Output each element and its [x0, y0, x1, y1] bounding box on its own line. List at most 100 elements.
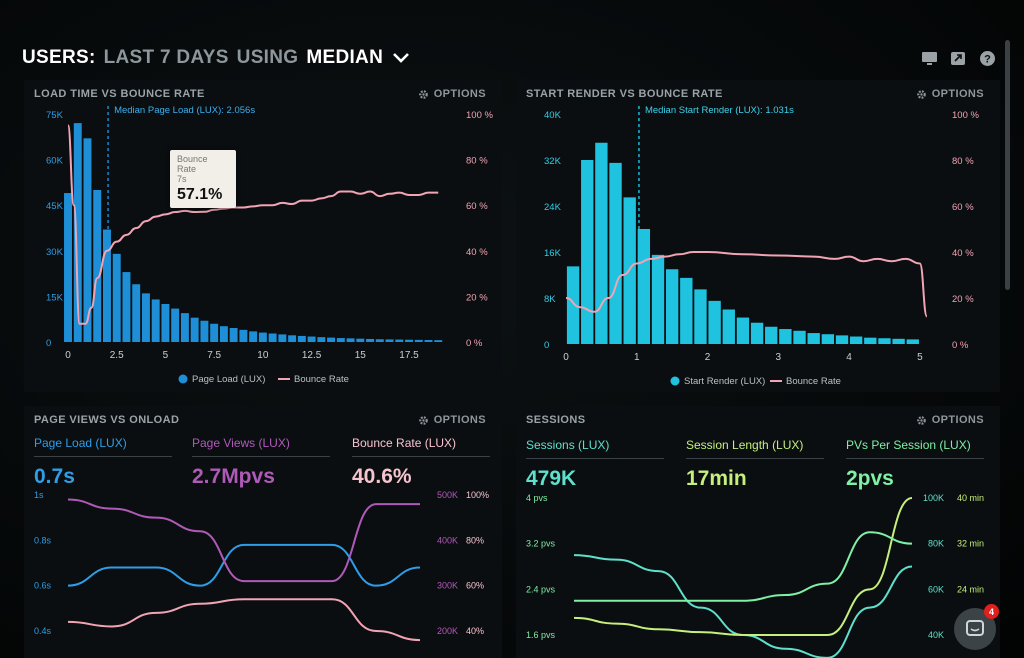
load-time-panel: LOAD TIME VS BOUNCE RATE OPTIONS 0 15K 30K… — [24, 80, 502, 392]
panel-title: LOAD TIME VS BOUNCE RATE — [34, 88, 205, 100]
y-tick-label: 24K — [544, 202, 562, 213]
chart-bar — [434, 340, 443, 342]
series-line — [573, 554, 913, 658]
chart-bar — [835, 335, 849, 344]
y-mid-tick-label: 40K — [928, 630, 944, 640]
chart-bar — [637, 229, 651, 344]
chat-button[interactable]: 4 — [954, 604, 999, 650]
median-label[interactable]: MEDIAN — [306, 47, 384, 68]
x-tick-label: 1 — [634, 352, 640, 363]
pvs-per-session-metric[interactable]: PVs Per Session (LUX) 2pvs — [846, 438, 984, 491]
median-label: Median Start Render (LUX): 1.031s — [645, 105, 794, 116]
options-button[interactable]: OPTIONS — [916, 414, 984, 426]
metric-value: 2.7Mpvs — [192, 465, 275, 488]
monitor-icon[interactable] — [921, 50, 938, 67]
scrollbar[interactable] — [1005, 40, 1010, 290]
y-left-tick-label: 2.4 pvs — [526, 584, 556, 594]
sessions-metric[interactable]: Sessions (LUX) 479K — [526, 438, 664, 491]
range-label[interactable]: LAST 7 DAYS — [103, 47, 229, 68]
bounce-rate-metric[interactable]: Bounce Rate (LUX) 40.6% — [352, 436, 490, 489]
x-tick-label: 2.5 — [110, 350, 124, 361]
chart-bar — [680, 277, 693, 344]
x-tick-label: 2 — [705, 352, 711, 363]
bounce-rate-line — [67, 124, 439, 325]
chart-bar — [736, 317, 750, 344]
metric-label: Session Length (LUX) — [686, 438, 824, 459]
page-header[interactable]: USERS: LAST 7 DAYS USING MEDIAN — [22, 44, 411, 72]
y-right-tick-label: 80% — [466, 535, 484, 545]
load-time-chart: 0 15K 30K 45K 60K 75K 0 % 20 % 40 % 60 % 80 % 100 %… — [46, 105, 493, 385]
legend-swatch — [178, 374, 188, 384]
legend-label: Page Load (LUX) — [192, 374, 265, 385]
chart-bar — [694, 289, 707, 344]
page-load-metric[interactable]: Page Load (LUX) 0.7s — [34, 436, 172, 489]
chat-icon — [966, 620, 984, 636]
y-tick-label: 16K — [544, 248, 562, 259]
metric-value: 17min — [686, 467, 747, 490]
chart-bar — [180, 313, 189, 342]
bounce-rate-line — [565, 251, 928, 318]
bounce-rate-tooltip: Bounce Rate 7s 57.1% — [170, 150, 236, 208]
series-line — [67, 543, 421, 587]
y2-tick-label: 100 % — [952, 110, 979, 121]
chart-bar — [239, 329, 248, 342]
help-icon[interactable]: ? — [979, 50, 996, 67]
metric-value: 2pvs — [846, 467, 894, 490]
x-tick-label: 12.5 — [302, 350, 322, 361]
y-tick-label: 60K — [46, 156, 64, 167]
y2-tick-label: 20 % — [952, 294, 974, 305]
chart-bar — [200, 320, 209, 342]
options-button[interactable]: OPTIONS — [418, 88, 486, 100]
legend-label: Bounce Rate — [294, 374, 349, 385]
x-tick-label: 10 — [257, 350, 269, 361]
chart-bar — [122, 272, 131, 342]
x-tick-label: 7.5 — [207, 350, 221, 361]
y2-tick-label: 60 % — [952, 202, 974, 213]
series-line — [67, 598, 421, 642]
svg-text:?: ? — [984, 54, 991, 66]
sessions-chart: 4 pvs 3.2 pvs 2.4 pvs 1.6 pvs 100K 80K 60K 40K 4… — [526, 493, 984, 658]
chart-bar — [892, 338, 905, 344]
chevron-down-icon[interactable] — [391, 48, 411, 68]
chart-bar — [385, 339, 394, 342]
y-tick-label: 0 — [46, 338, 51, 349]
tooltip-sub: 7s — [177, 174, 187, 184]
y2-tick-label: 60 % — [466, 201, 488, 212]
y-tick-label: 40K — [544, 110, 562, 121]
legend-label: Bounce Rate — [786, 376, 841, 387]
y-mid-tick-label: 500K — [437, 490, 458, 500]
sessions-panel: SESSIONS OPTIONS Sessions (LUX) 479K Ses… — [516, 406, 1000, 658]
median-label: Median Page Load (LUX): 2.056s — [114, 105, 255, 116]
options-label: OPTIONS — [931, 414, 984, 426]
users-label: USERS: — [22, 47, 96, 68]
chart-bar — [64, 193, 72, 342]
chart-bar — [268, 333, 277, 342]
y-tick-label: 8K — [544, 294, 556, 305]
chart-bar — [132, 284, 141, 342]
options-button[interactable]: OPTIONS — [916, 88, 984, 100]
chart-bar — [317, 337, 326, 342]
share-icon[interactable] — [950, 50, 967, 67]
chart-bar — [665, 269, 679, 344]
page-views-metric[interactable]: Page Views (LUX) 2.7Mpvs — [192, 436, 330, 489]
chart-bar — [278, 334, 287, 342]
options-button[interactable]: OPTIONS — [418, 414, 486, 426]
chart-bar — [356, 338, 365, 342]
y-mid-tick-label: 200K — [437, 626, 458, 636]
metric-value: 479K — [526, 467, 577, 490]
metric-value: 0.7s — [34, 465, 75, 488]
chart-bar — [609, 162, 622, 344]
chart-bar — [103, 229, 111, 342]
chart-bar — [73, 123, 82, 342]
chart-bar — [708, 300, 721, 344]
chart-bar — [327, 337, 336, 342]
gear-icon — [418, 89, 428, 99]
start-render-panel: START RENDER VS BOUNCE RATE OPTIONS 0 8K 1… — [516, 80, 1000, 392]
panel-title: SESSIONS — [526, 414, 586, 426]
session-length-metric[interactable]: Session Length (LUX) 17min — [686, 438, 824, 491]
y-left-tick-label: 3.2 pvs — [526, 539, 556, 549]
y-mid-tick-label: 80K — [928, 539, 944, 549]
y-tick-label: 15K — [46, 292, 64, 303]
y-left-tick-label: 0.8s — [34, 535, 52, 545]
chart-bar — [405, 339, 413, 342]
